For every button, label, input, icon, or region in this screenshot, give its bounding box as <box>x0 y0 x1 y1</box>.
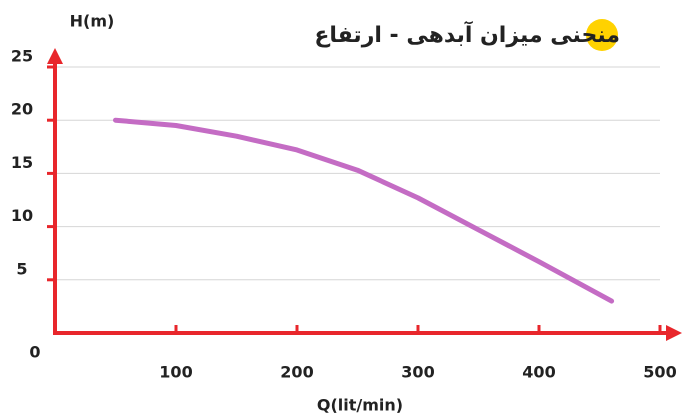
x-axis-arrow <box>666 325 682 341</box>
data-line <box>113 117 615 304</box>
y-axis-arrow <box>47 48 63 64</box>
x-tick-label: 0 <box>29 343 40 362</box>
x-tick-label: 200 <box>280 363 313 382</box>
x-axis-label: Q(lit/min) <box>317 396 403 415</box>
chart-title: منحنی میزان آبدهی - ارتفاع <box>314 20 620 48</box>
y-tick-label: 5 <box>16 259 27 278</box>
y-tick-label: 25 <box>11 47 33 66</box>
y-tick-label: 10 <box>11 206 33 225</box>
title-highlight <box>586 19 618 51</box>
y-tick-label: 15 <box>11 153 33 172</box>
x-tick-label: 300 <box>401 363 434 382</box>
y-tick-label: 20 <box>11 100 33 119</box>
x-tick-label: 400 <box>522 363 555 382</box>
x-tick-label: 500 <box>643 363 676 382</box>
y-axis-label: H(m) <box>70 12 115 31</box>
x-tick-label: 100 <box>159 363 192 382</box>
